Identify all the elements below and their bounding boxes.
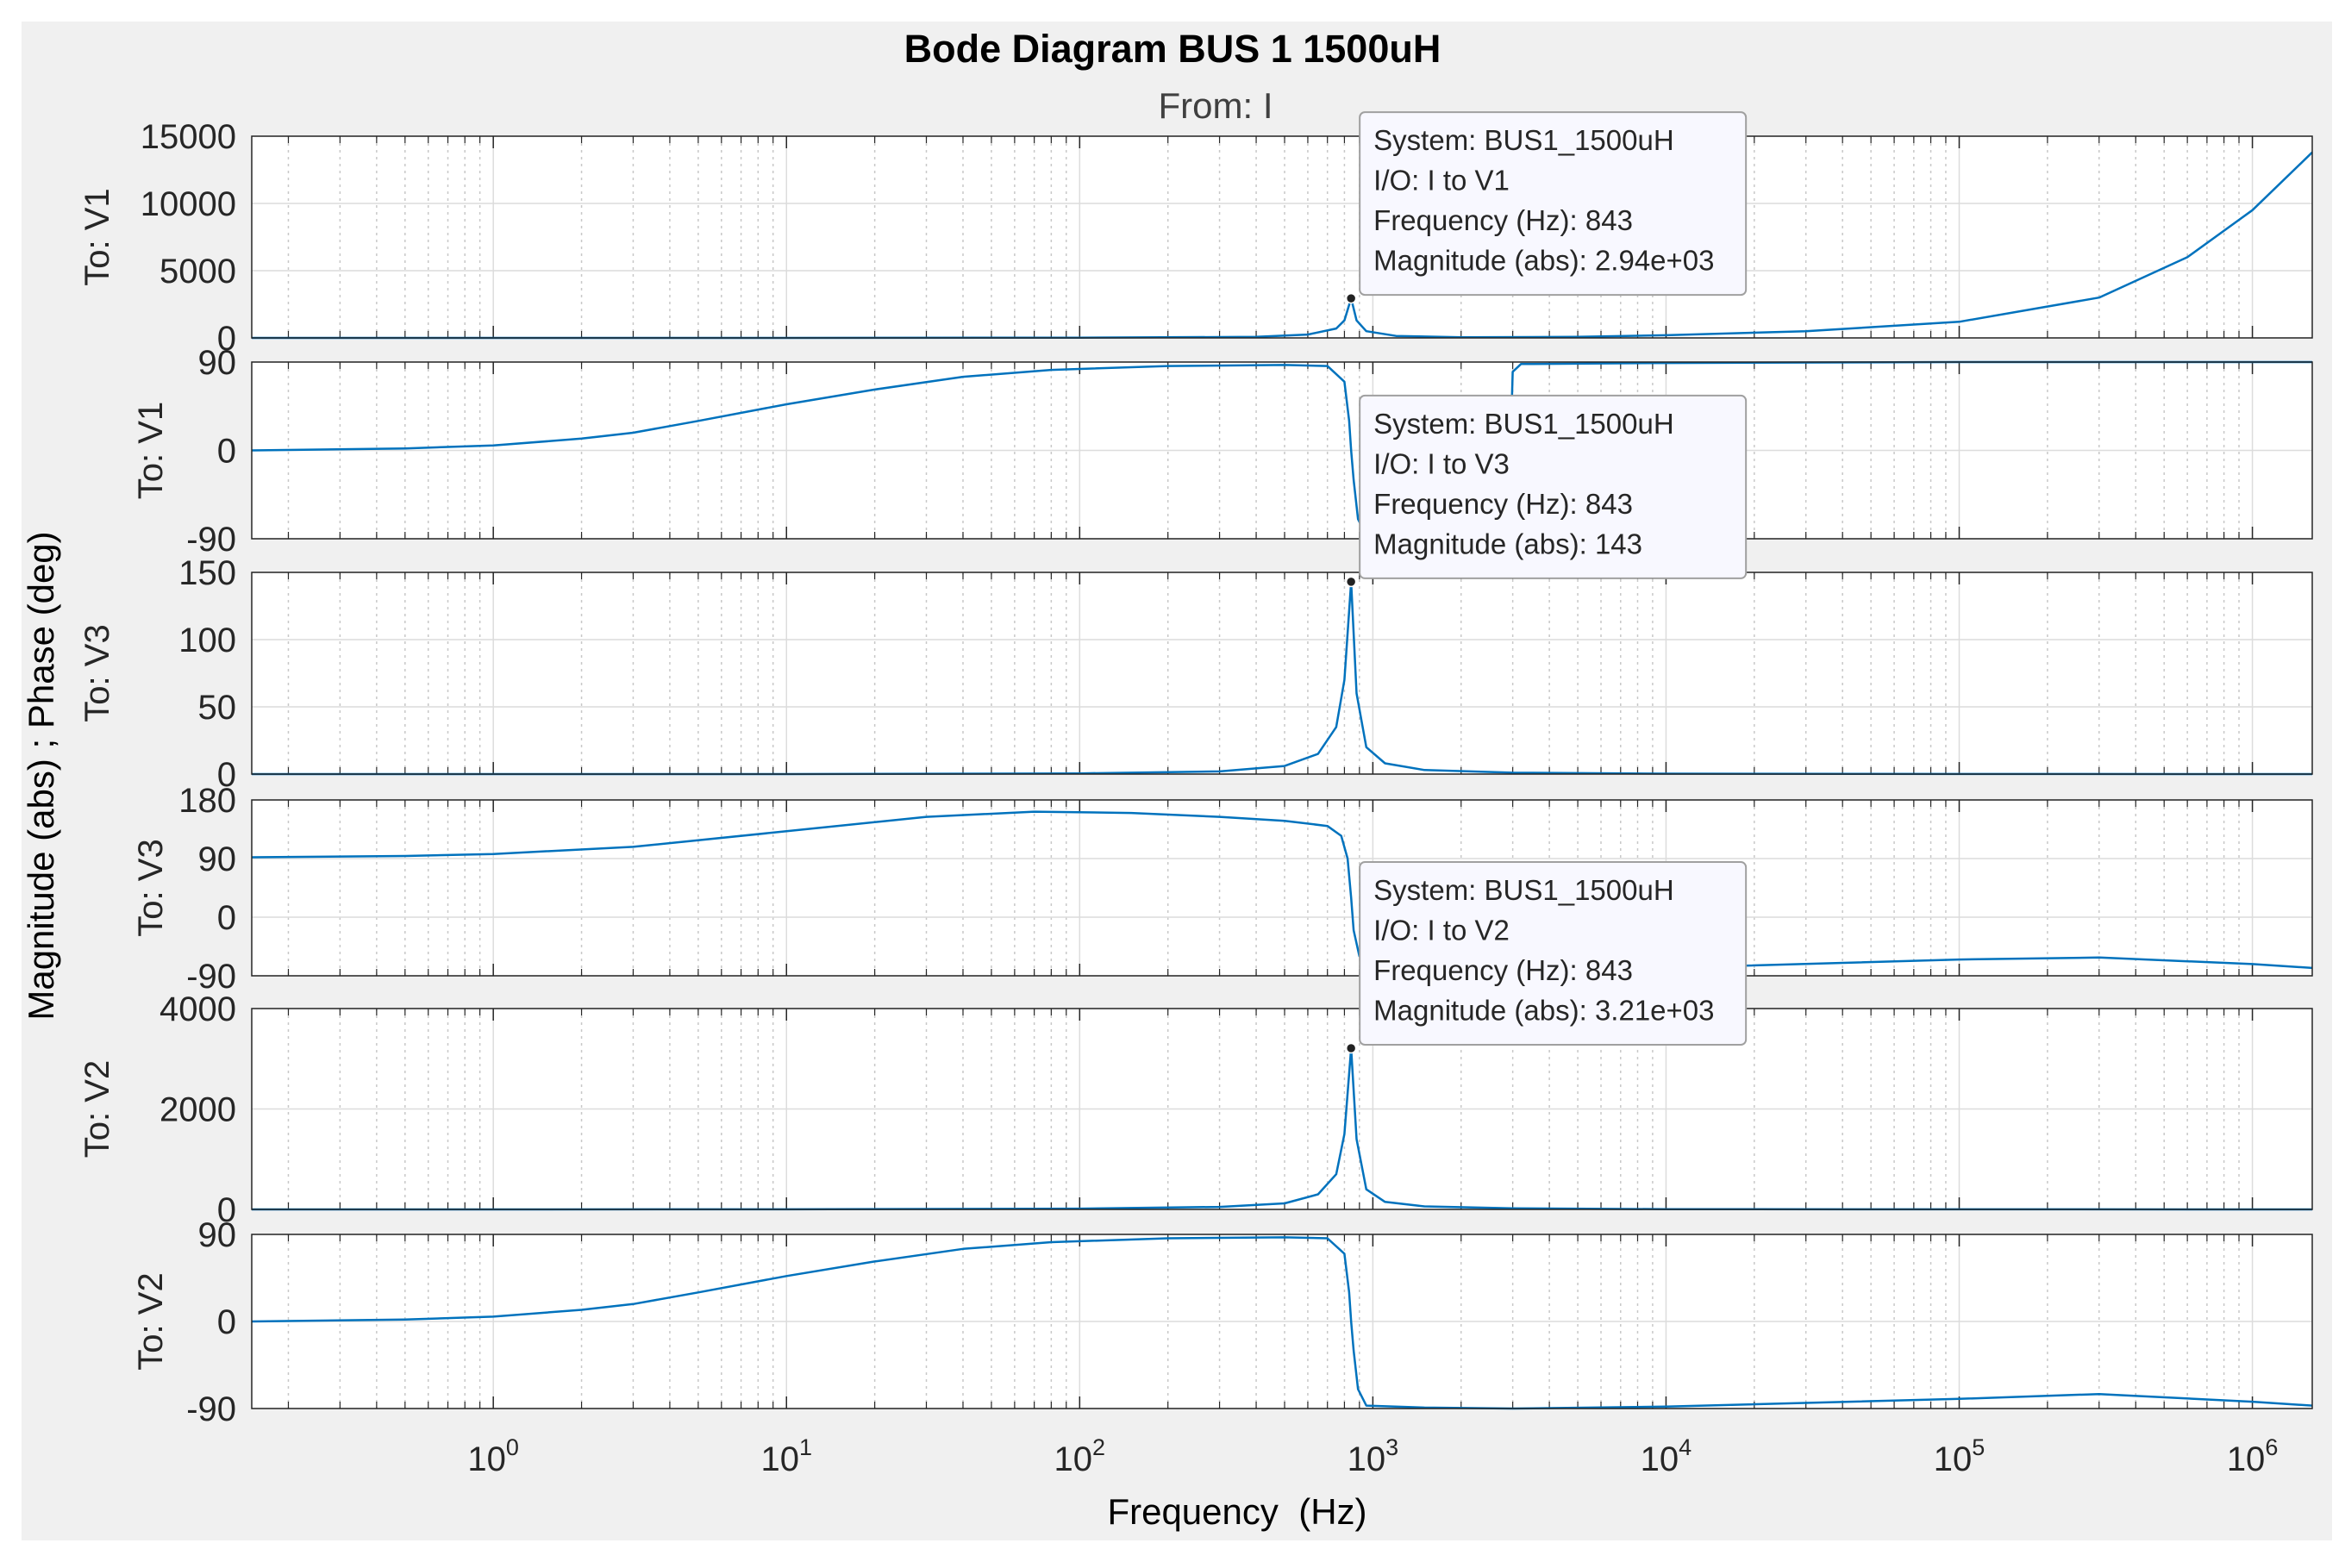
panel-y-label: To: V3 — [78, 624, 116, 722]
axes-border — [251, 361, 2313, 540]
datatip-text: System: BUS1_1500uH — [1373, 124, 1674, 156]
datatip-text: I/O: I to V3 — [1373, 447, 1510, 479]
y-tick-label: 0 — [217, 433, 236, 471]
series-line-4 — [251, 810, 2313, 971]
x-tick-label: 100 — [467, 1434, 519, 1478]
panel-2: -90 0 90 To: V1 — [132, 344, 2313, 559]
axes-background — [252, 572, 2312, 774]
datatip-marker — [1345, 292, 1357, 304]
y-tick-label: 15000 — [141, 118, 236, 156]
y-tick-label: 4000 — [159, 990, 236, 1028]
datatip-text: I/O: I to V2 — [1373, 915, 1510, 946]
axes-background — [252, 136, 2312, 338]
x-tick-label: 104 — [1641, 1434, 1692, 1478]
panel-y-label: To: V1 — [132, 402, 170, 499]
axes-border — [251, 1008, 2313, 1210]
datatip-text: Frequency (Hz): 843 — [1373, 954, 1633, 986]
datatip-text: I/O: I to V1 — [1373, 165, 1510, 197]
datatip-box — [1359, 394, 1748, 579]
y-tick-label: 0 — [217, 1191, 236, 1229]
datatip-text: Frequency (Hz): 843 — [1373, 204, 1633, 236]
y-tick-label: 90 — [198, 840, 237, 878]
panel-6: -90 0 90 To: V2 — [132, 1216, 2313, 1428]
x-tick-labels: 100 101 102 103 104 105 106 — [467, 1434, 2278, 1478]
datatip-box — [1359, 861, 1748, 1046]
y-tick-label: -90 — [186, 1390, 236, 1428]
datatip: System: BUS1_1500uH I/O: I to V2 Frequency… — [1345, 861, 1748, 1054]
y-tick-label: -90 — [186, 958, 236, 996]
y-tick-label: 0 — [217, 1303, 236, 1341]
y-tick-label: 90 — [198, 1216, 237, 1254]
datatips-layer: System: BUS1_1500uH I/O: I to V1 Frequency… — [1345, 111, 1748, 1054]
panel-y-label: To: V2 — [132, 1272, 170, 1370]
chart-title: Bode Diagram BUS 1 1500uH — [904, 27, 1441, 71]
datatip: System: BUS1_1500uH I/O: I to V1 Frequency… — [1345, 111, 1748, 304]
y-tick-label: 150 — [178, 554, 236, 592]
axes-border — [251, 572, 2313, 775]
x-tick-label: 101 — [760, 1434, 812, 1478]
y-tick-label: -90 — [186, 521, 236, 559]
axes-border — [251, 1234, 2313, 1409]
panel-y-label: To: V3 — [132, 839, 170, 936]
y-tick-label: 5000 — [159, 253, 236, 290]
x-tick-label: 106 — [2227, 1434, 2279, 1478]
y-tick-label: 0 — [217, 320, 236, 358]
datatip-marker — [1345, 1042, 1357, 1054]
datatip-text: Magnitude (abs): 143 — [1373, 528, 1642, 559]
y-tick-label: 50 — [198, 689, 237, 727]
panel-y-label: To: V1 — [78, 188, 116, 285]
y-tick-label: 0 — [217, 899, 236, 937]
y-tick-label: 100 — [178, 622, 236, 659]
x-tick-label: 103 — [1348, 1434, 1399, 1478]
y-tick-label: 180 — [178, 782, 236, 820]
datatip-text: Magnitude (abs): 3.21e+03 — [1373, 995, 1714, 1027]
x-tick-label: 102 — [1054, 1434, 1106, 1478]
y-tick-label: 2000 — [159, 1091, 236, 1129]
chart-subtitle: From: I — [1159, 85, 1273, 126]
datatip-text: Frequency (Hz): 843 — [1373, 488, 1633, 520]
y-axis-label: Magnitude (abs) ; Phase (deg) — [21, 531, 61, 1020]
datatip: System: BUS1_1500uH I/O: I to V3 Frequency… — [1345, 394, 1748, 588]
panel-y-label: To: V2 — [78, 1060, 116, 1158]
panel-5: 0 2000 4000 To: V2 — [78, 990, 2313, 1229]
datatip-text: System: BUS1_1500uH — [1373, 408, 1674, 440]
datatip-text: System: BUS1_1500uH — [1373, 874, 1674, 906]
axes-border — [251, 799, 2313, 977]
y-tick-label: 0 — [217, 756, 236, 794]
datatip-text: Magnitude (abs): 2.94e+03 — [1373, 245, 1714, 277]
x-tick-label: 105 — [1934, 1434, 1985, 1478]
x-axis-label: Frequency (Hz) — [1107, 1491, 1366, 1532]
series-line-6 — [251, 1236, 2313, 1410]
panel-1: 0 5000 10000 15000 To: V1 — [78, 118, 2313, 358]
y-tick-label: 90 — [198, 344, 237, 382]
panel-3: 0 50 100 150 To: V3 — [78, 554, 2313, 794]
y-tick-label: 10000 — [141, 185, 236, 223]
datatip-box — [1359, 111, 1748, 297]
datatip-marker — [1345, 576, 1357, 588]
axes-border — [251, 135, 2313, 339]
axes-background — [252, 800, 2312, 976]
